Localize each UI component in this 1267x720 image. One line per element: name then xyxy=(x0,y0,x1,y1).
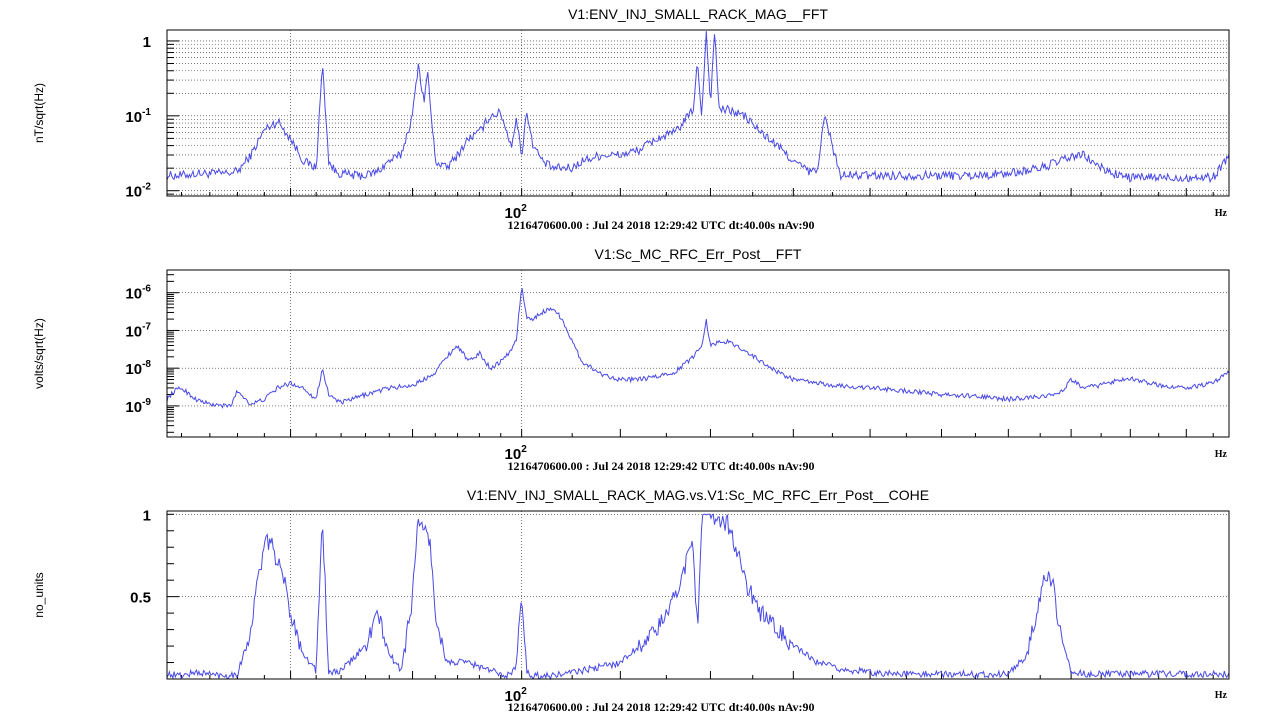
plot-title: V1:Sc_MC_RFC_Err_Post__FFT xyxy=(595,246,802,262)
axis-ticks xyxy=(167,40,1214,196)
x-tick-label: 102 xyxy=(505,444,528,463)
timestamp-footer: 1216470600.00 : Jul 24 2018 12:29:42 UTC… xyxy=(507,218,814,232)
plot-frame xyxy=(166,29,1230,197)
spectrum-trace xyxy=(166,513,1230,681)
plot-frame xyxy=(166,510,1230,680)
x-axis-unit: Hz xyxy=(1215,208,1228,219)
plot-title: V1:ENV_INJ_SMALL_RACK_MAG__FFT xyxy=(568,6,828,22)
y-tick-label: 10-7 xyxy=(125,321,151,340)
y-tick-label: 10-1 xyxy=(125,107,151,126)
grid-lines xyxy=(167,511,1229,679)
x-axis-unit: Hz xyxy=(1215,690,1228,701)
plot-panel-1: V1:ENV_INJ_SMALL_RACK_MAG__FFT nT/sqrt(Hz… xyxy=(32,6,1230,232)
plot-title: V1:ENV_INJ_SMALL_RACK_MAG.vs.V1:Sc_MC_RF… xyxy=(467,487,929,503)
x-tick-label: 102 xyxy=(505,203,528,222)
plot-frame xyxy=(166,269,1230,438)
x-tick-label: 102 xyxy=(505,686,528,705)
y-tick-label: 10-8 xyxy=(125,359,151,378)
axis-ticks xyxy=(167,269,1214,437)
grid-lines xyxy=(167,30,1229,196)
y-axis-label: no_units xyxy=(32,572,46,617)
spectrum-trace xyxy=(166,31,1230,184)
plot-panel-3: V1:ENV_INJ_SMALL_RACK_MAG.vs.V1:Sc_MC_RF… xyxy=(32,487,1230,714)
y-tick-label: 0.5 xyxy=(130,590,151,607)
y-axis-label: nT/sqrt(Hz) xyxy=(32,83,46,143)
timestamp-footer: 1216470600.00 : Jul 24 2018 12:29:42 UTC… xyxy=(507,700,814,714)
y-tick-label: 10-2 xyxy=(125,182,151,201)
y-tick-label: 1 xyxy=(143,507,151,524)
x-axis-unit: Hz xyxy=(1215,449,1228,460)
y-tick-label: 10-6 xyxy=(125,284,151,303)
plot-panel-2: V1:Sc_MC_RFC_Err_Post__FFT volts/sqrt(Hz)… xyxy=(32,246,1230,473)
y-tick-label: 1 xyxy=(143,34,151,51)
y-tick-label: 10-9 xyxy=(125,397,151,416)
spectrum-trace xyxy=(166,288,1230,409)
timestamp-footer: 1216470600.00 : Jul 24 2018 12:29:42 UTC… xyxy=(507,459,814,473)
y-axis-label: volts/sqrt(Hz) xyxy=(32,318,46,389)
grid-lines xyxy=(167,270,1229,437)
